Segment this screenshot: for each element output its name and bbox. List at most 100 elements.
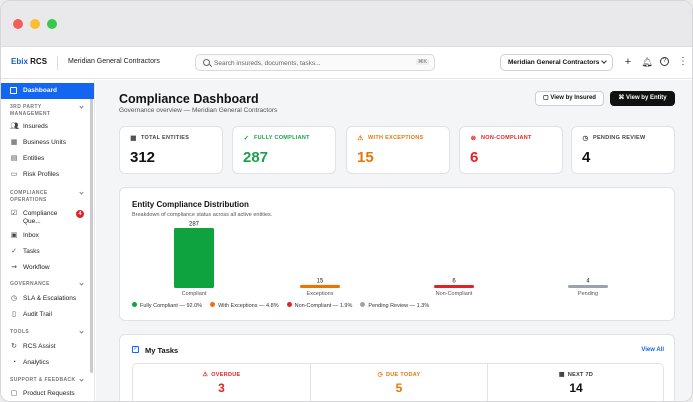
search-box[interactable]: ⌘K	[195, 54, 435, 71]
tasks-title: My Tasks	[145, 346, 179, 355]
add-icon[interactable]: +	[624, 56, 632, 68]
stat-card-total-entities[interactable]: ▦ TOTAL ENTITIES 312	[119, 126, 223, 174]
sidebar-item-label: Tasks	[23, 248, 40, 255]
sidebar-item-workflow[interactable]: ⇝ Workflow	[1, 261, 91, 275]
help-icon[interactable]: ?	[659, 56, 671, 68]
bar-non-compliant[interactable]	[434, 285, 474, 288]
legend-label: Pending Review — 1.3%	[368, 303, 430, 309]
task-cell-next-7d[interactable]: ▦ NEXT 7D 14	[487, 364, 664, 401]
sidebar-item-label: Business Units	[23, 139, 66, 146]
sidebar-item-label: RCS Assist	[23, 343, 56, 350]
sidebar-section-tools[interactable]: TOOLS	[10, 329, 84, 336]
bar-value-label: 287	[189, 222, 200, 228]
legend-item: Non-Compliant — 1.9%	[286, 302, 353, 309]
bell-icon[interactable]: 🔔︎	[641, 57, 653, 67]
bar-value-label: 4	[586, 279, 590, 285]
warning-icon: ⚠︎	[357, 135, 364, 142]
minimize-window-button[interactable]	[30, 19, 40, 29]
entity-selector[interactable]: Meridian General Contractors	[500, 54, 613, 71]
tasks-icon: ✓	[132, 346, 139, 353]
my-tasks-panel: ✓ My Tasks View All ⚠︎ OVERDUE 3 ◷ DUE TOD…	[119, 334, 675, 401]
sidebar-item-sla-escalations[interactable]: ◷ SLA & Escalations	[1, 292, 91, 306]
assist-icon: ↻	[11, 343, 17, 350]
more-icon[interactable]: ⋮	[678, 56, 688, 67]
sidebar-item-label: Analytics	[23, 359, 50, 366]
stat-value: 312	[130, 149, 156, 166]
legend-dot	[210, 302, 216, 307]
sidebar-item-tasks[interactable]: ✓ Tasks	[1, 245, 91, 259]
maximize-window-button[interactable]	[47, 19, 57, 29]
chevron-down-icon	[79, 190, 84, 195]
checklist-icon: ☑	[10, 210, 18, 217]
sidebar-item-label: SLA & Escalations	[23, 295, 77, 302]
stat-value: 4	[582, 149, 591, 166]
view-by-insured-button[interactable]: ▢ View by Insured	[535, 91, 604, 106]
task-value: 14	[569, 381, 583, 395]
page-title: Compliance Dashboard	[119, 92, 259, 106]
task-cell-due-today[interactable]: ◷ DUE TODAY 5	[310, 364, 487, 401]
sidebar-item-product-requests[interactable]: ▢ Product Requests	[1, 387, 91, 401]
chevron-down-icon	[79, 281, 84, 286]
calendar-icon: ▦	[558, 372, 565, 378]
view-all-link[interactable]: View All	[641, 347, 664, 353]
distribution-title: Entity Compliance Distribution	[132, 200, 249, 209]
sidebar-section-title: SUPPORT & FEEDBACK	[10, 377, 76, 383]
view-by-entity-button[interactable]: ⌘ View by Entity	[610, 91, 675, 106]
legend-label: Non-Compliant — 1.9%	[294, 303, 353, 309]
entity-selector-label: Meridian General Contractors	[508, 59, 600, 66]
stat-card-pending-review[interactable]: ◷ PENDING REVIEW 4	[571, 126, 675, 174]
sidebar-item-insureds[interactable]: 👥︎ Insureds	[1, 120, 91, 134]
sidebar: Dashboard 3RD PARTY MANAGEMENT 👥︎ Insure…	[1, 80, 95, 401]
sidebar-item-risk-profiles[interactable]: ▭ Risk Profiles	[1, 168, 91, 182]
sidebar-item-analytics[interactable]: ◔ Analytics	[1, 356, 91, 370]
close-window-button[interactable]	[13, 19, 23, 29]
task-label: OVERDUE	[211, 372, 241, 378]
sidebar-item-business-units[interactable]: ▦ Business Units	[1, 136, 91, 150]
legend-item: Fully Compliant — 92.0%	[132, 302, 202, 309]
bar-compliant[interactable]	[174, 228, 214, 288]
distribution-subtitle: Breakdown of compliance status across al…	[132, 212, 273, 218]
sidebar-item-label: Insureds	[23, 123, 48, 130]
task-cell-overdue[interactable]: ⚠︎ OVERDUE 3	[133, 364, 310, 401]
sidebar-item-compliance-queue[interactable]: ☑ Compliance Que... 4	[1, 207, 91, 227]
sidebar-item-label: Entities	[23, 155, 45, 162]
sidebar-section-compliance-operations[interactable]: COMPLIANCE OPERATIONS	[10, 190, 84, 203]
warning-icon: ⚠︎	[202, 372, 209, 378]
sidebar-item-label: Risk Profiles	[23, 171, 60, 178]
bar-exceptions[interactable]	[300, 284, 340, 288]
workflow-icon: ⇝	[11, 264, 17, 271]
sidebar-scrollbar[interactable]	[90, 98, 93, 373]
button-label: View by Entity	[626, 95, 667, 101]
sidebar-item-entities[interactable]: ▤ Entities	[1, 152, 91, 166]
distribution-chart: 287 Compliant 15 Exceptions 6 Non-Compliant 4 P…	[174, 222, 608, 297]
search-input[interactable]	[214, 57, 404, 69]
sidebar-item-dashboard[interactable]: Dashboard	[1, 83, 94, 99]
stat-card-with-exceptions[interactable]: ⚠︎ WITH EXCEPTIONS 15	[346, 126, 450, 174]
stat-card-fully-compliant[interactable]: ✓ FULLY COMPLIANT 287	[232, 126, 336, 174]
stat-card-non-compliant[interactable]: ⊗ NON-COMPLIANT 6	[459, 126, 563, 174]
sidebar-item-audit-trail[interactable]: ▯ Audit Trail	[1, 308, 91, 322]
users-icon: 👥︎	[10, 123, 19, 130]
task-value: 5	[395, 381, 403, 395]
sidebar-item-rcs-assist[interactable]: ↻ RCS Assist	[1, 340, 91, 354]
sidebar-section-title: COMPLIANCE OPERATIONS	[10, 190, 48, 203]
chart-legend: Fully Compliant — 92.0% With Exceptions —…	[132, 302, 437, 309]
request-icon: ▢	[10, 390, 18, 397]
bar-value-label: 15	[317, 278, 324, 284]
sidebar-item-inbox[interactable]: ▣ Inbox	[1, 229, 91, 243]
audit-icon: ▯	[12, 311, 16, 318]
legend-dot	[132, 302, 137, 307]
sidebar-section-support[interactable]: SUPPORT & FEEDBACK	[10, 377, 84, 384]
document-icon: ▭	[10, 171, 18, 178]
stat-value: 15	[357, 149, 374, 166]
chevron-down-icon	[601, 58, 607, 64]
brand-suffix: RCS	[30, 57, 48, 66]
sidebar-item-label: Product Requests	[23, 390, 75, 397]
sidebar-section-third-party[interactable]: 3RD PARTY MANAGEMENT	[10, 104, 84, 117]
main-content: Compliance Dashboard Governance overview…	[96, 80, 692, 401]
sidebar-section-governance[interactable]: GOVERNANCE	[10, 281, 84, 288]
bar-pending[interactable]	[568, 285, 608, 288]
brand-logo[interactable]: Ebix RCS	[11, 57, 47, 66]
page-subtitle: Governance overview — Meridian General C…	[119, 107, 278, 114]
